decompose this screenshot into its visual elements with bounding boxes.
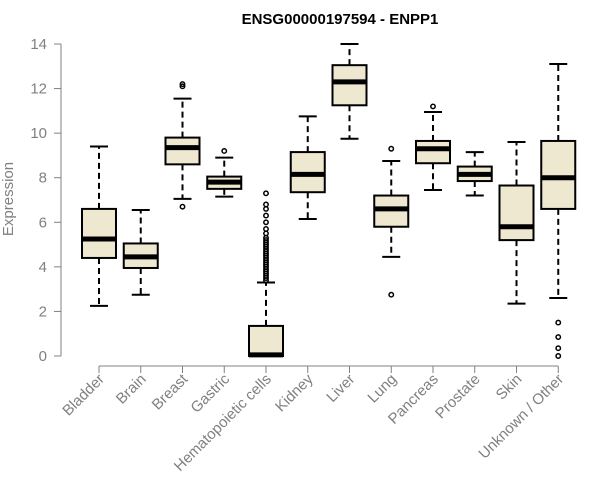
box-group [498, 141, 535, 305]
y-axis: 0 2 4 6 8 10 12 14 [30, 36, 62, 365]
outlier-point [388, 291, 395, 298]
outlier-point [263, 212, 269, 219]
box-group [248, 190, 284, 358]
outlier-point [263, 226, 269, 232]
y-tick-label: 4 [39, 259, 47, 276]
outlier-point [263, 237, 269, 244]
y-tick-label: 14 [30, 36, 47, 53]
iqr-box [248, 324, 284, 357]
outlier-point [555, 334, 562, 341]
chart-title: ENSG00000197594 - ENPP1 [242, 11, 439, 28]
y-axis-label: Expression [0, 162, 17, 236]
outlier-point [263, 219, 269, 226]
y-tick-label: 0 [39, 348, 47, 365]
y-tick-label: 12 [30, 81, 47, 98]
iqr-box [164, 136, 201, 166]
x-tick-label: Breast [149, 370, 192, 413]
outlier-point [221, 148, 228, 154]
x-tick-label: Brain [113, 371, 150, 408]
box-group [206, 148, 243, 198]
x-tick-label: Liver [323, 371, 358, 406]
y-tick-label: 6 [39, 214, 47, 231]
outlier-point [555, 319, 562, 326]
y-tick-label: 10 [30, 125, 47, 142]
iqr-box [540, 139, 577, 210]
y-tick-label: 2 [39, 303, 47, 320]
outlier-point [388, 145, 395, 152]
outlier-point [263, 190, 269, 197]
x-tick-label: Kidney [272, 370, 317, 415]
box-group [289, 115, 326, 220]
outlier-point [179, 83, 186, 90]
plot-area [81, 43, 577, 359]
x-tick-label: Prostate [432, 371, 484, 423]
x-tick-label: Lung [364, 371, 400, 407]
iqr-box [498, 184, 535, 242]
outlier-point [430, 103, 436, 110]
box-group [540, 63, 577, 359]
iqr-box [415, 139, 451, 165]
box-group [81, 145, 117, 307]
box-group [373, 145, 410, 298]
iqr-box [331, 64, 368, 107]
box-group [415, 103, 451, 191]
box-group [456, 151, 493, 197]
outlier-point [555, 345, 562, 352]
box-group [164, 81, 201, 210]
y-tick-label: 8 [39, 170, 47, 187]
outlier-point [263, 201, 269, 208]
outlier-point [179, 81, 186, 88]
iqr-box [81, 207, 117, 259]
x-tick-label: Bladder [59, 371, 108, 420]
box-group [331, 43, 368, 140]
outlier-point [555, 353, 562, 359]
outlier-point [179, 203, 186, 210]
x-tick-label: Skin [493, 371, 526, 404]
box-group [122, 209, 159, 296]
